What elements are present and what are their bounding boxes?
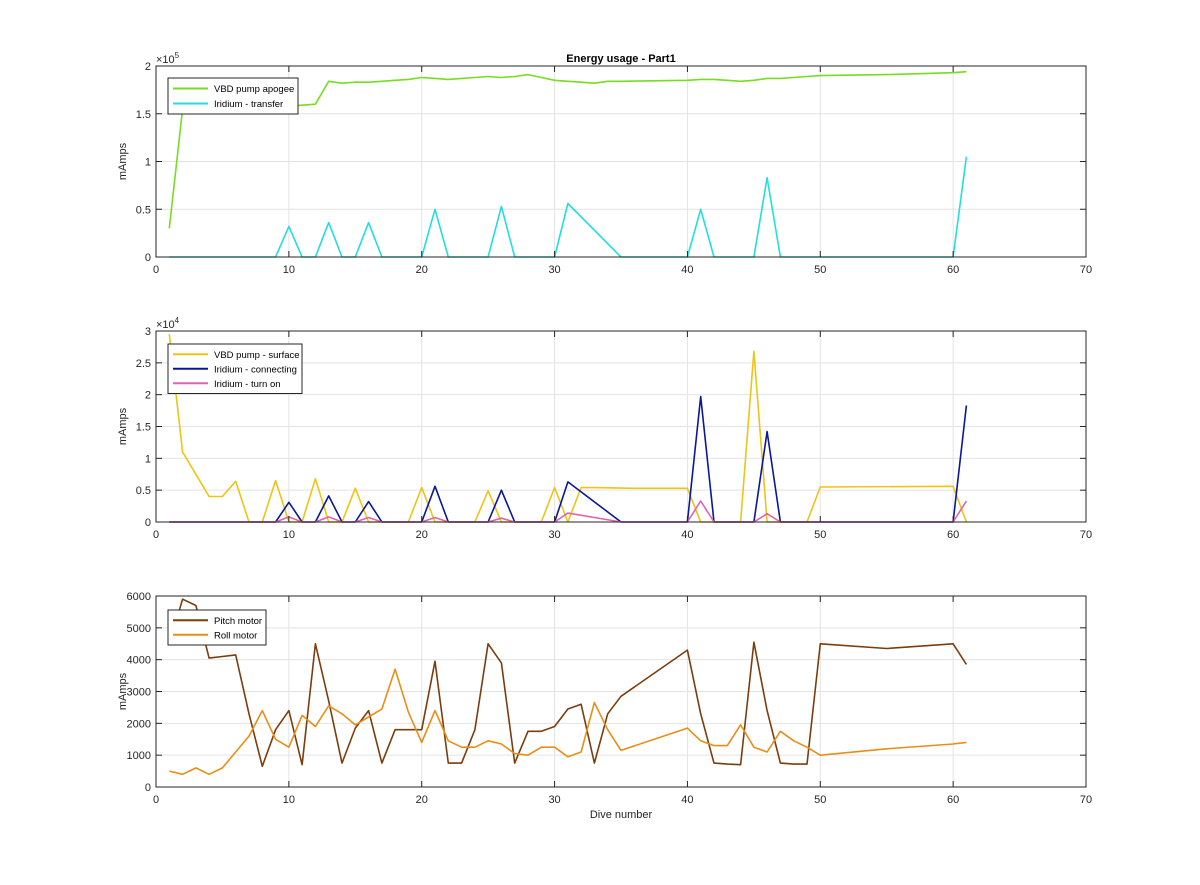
x-tick-label: 0 (153, 529, 159, 541)
legend-entry: Iridium - turn on (214, 379, 281, 390)
x-tick-label: 20 (416, 264, 428, 276)
chart-title: Energy usage - Part1 (566, 53, 675, 65)
y-tick-label: 1 (145, 453, 151, 465)
y-tick-label: 1.5 (136, 109, 151, 121)
legend-entry: Iridium - connecting (214, 364, 297, 375)
x-tick-label: 30 (548, 529, 560, 541)
x-tick-label: 50 (814, 264, 826, 276)
x-tick-label: 10 (283, 529, 295, 541)
x-tick-label: 40 (681, 529, 693, 541)
legend-box (167, 77, 299, 115)
legend-entry: VBD pump - surface (214, 350, 300, 361)
y-axis-label: mAmps (117, 672, 129, 710)
subplot-energy-part1: 0 10 20 30 40 50 60 70 0 0.5 1 1.5 2 ×105 mAmps Energy … (117, 51, 1092, 276)
y-tick-label: 5000 (127, 623, 151, 635)
x-tick-label: 0 (153, 794, 159, 806)
y-tick-label: 6000 (127, 591, 151, 603)
x-tick-label: 70 (1080, 794, 1092, 806)
subplot-vbd-surface-iridium: 0 10 20 30 40 50 60 70 0 0.5 1 1.5 2 2.5 3 ×104 mAmps VBD… (117, 316, 1092, 541)
x-tick-label: 40 (681, 264, 693, 276)
x-tick-label: 20 (416, 794, 428, 806)
x-tick-label: 50 (814, 529, 826, 541)
x-tick-label: 10 (283, 794, 295, 806)
y-tick-label: 1000 (127, 750, 151, 762)
y-exponent-power: 5 (175, 51, 180, 60)
legend-entry: VBD pump apogee (214, 84, 294, 95)
subplot-motors: 0 10 20 30 40 50 60 70 0 1000 2000 3000 4000 5000 6000… (117, 591, 1092, 821)
legend-box (167, 609, 267, 646)
y-exponent-label: ×105 (156, 51, 180, 66)
legend-entry: Roll motor (214, 630, 257, 641)
y-tick-label: 0 (145, 252, 151, 264)
y-tick-label: 0.5 (136, 485, 151, 497)
x-tick-label: 0 (153, 264, 159, 276)
x-axis-label: Dive number (590, 809, 653, 821)
y-tick-label: 0.5 (136, 204, 151, 216)
y-tick-label: 3000 (127, 687, 151, 699)
x-tick-label: 70 (1080, 529, 1092, 541)
y-tick-label: 1.5 (136, 422, 151, 434)
x-tick-label: 30 (548, 264, 560, 276)
y-axis-label: mAmps (117, 407, 129, 445)
x-tick-label: 30 (548, 794, 560, 806)
y-tick-label: 2.5 (136, 358, 151, 370)
y-tick-label: 0 (145, 517, 151, 529)
legend-entry: Iridium - transfer (214, 99, 283, 110)
y-tick-label: 0 (145, 782, 151, 794)
y-axis-label: mAmps (117, 142, 129, 180)
y-exponent-power: 4 (175, 316, 180, 325)
y-tick-label: 3 (145, 326, 151, 338)
x-tick-label: 60 (947, 529, 959, 541)
x-tick-label: 10 (283, 264, 295, 276)
y-tick-label: 2 (145, 390, 151, 402)
x-tick-label: 70 (1080, 264, 1092, 276)
x-tick-label: 50 (814, 794, 826, 806)
x-tick-label: 40 (681, 794, 693, 806)
series-line-roll-motor (169, 668, 967, 776)
series-line-pitch-motor (168, 598, 968, 768)
y-exponent-label: ×104 (156, 316, 180, 331)
y-tick-label: 4000 (127, 655, 151, 667)
x-tick-label: 60 (947, 794, 959, 806)
x-tick-label: 20 (416, 529, 428, 541)
x-tick-label: 60 (947, 264, 959, 276)
legend-entry: Pitch motor (214, 616, 262, 627)
y-tick-label: 1 (145, 157, 151, 169)
y-tick-label: 2000 (127, 718, 151, 730)
y-tick-label: 2 (145, 61, 151, 73)
